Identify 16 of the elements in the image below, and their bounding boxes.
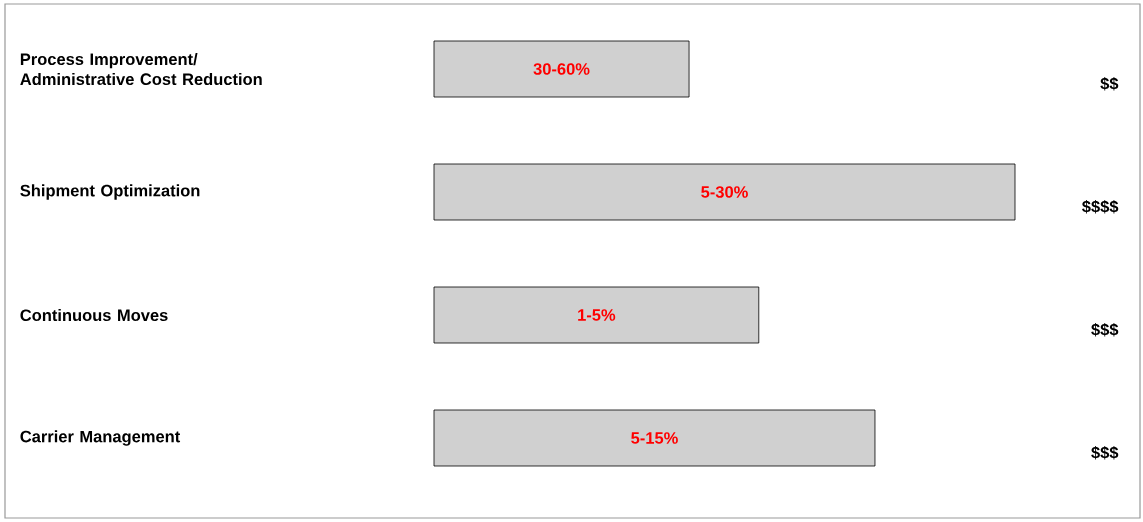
bar <box>433 163 1016 221</box>
bar <box>433 409 876 467</box>
annotation: 1-5% <box>578 309 616 321</box>
annotation: 30-60% <box>533 63 590 75</box>
y-tick-label: Process Improvement/ Administrative Cost Reduction <box>20 52 262 86</box>
y-tick-label: Continuous Moves <box>20 308 168 322</box>
text: $$$$ <box>1082 200 1119 214</box>
annotation: 5-15% <box>631 432 678 444</box>
text: $$ <box>1100 77 1119 91</box>
bar <box>433 286 760 344</box>
text: $$$ <box>1091 323 1119 337</box>
text: $$$ <box>1091 446 1119 460</box>
annotation: 5-30% <box>701 186 748 198</box>
y-tick-label: Shipment Optimization <box>20 184 200 200</box>
bar <box>433 40 690 98</box>
y-tick-label: Carrier Management <box>20 430 181 446</box>
